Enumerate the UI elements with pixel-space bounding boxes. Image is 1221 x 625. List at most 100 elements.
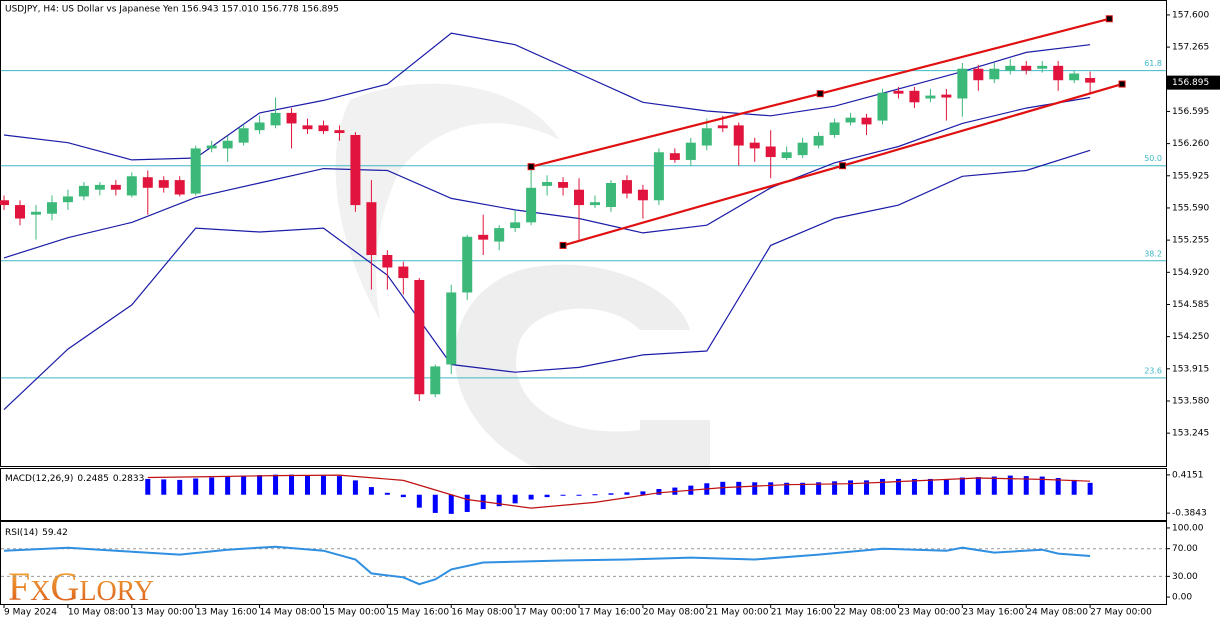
candle-body [941, 94, 952, 98]
candle-body [206, 145, 217, 149]
histogram-bar [720, 481, 726, 495]
candle-body [94, 184, 105, 190]
histogram-bar [943, 479, 949, 495]
x-tick-label: 13 May 00:00 [132, 608, 194, 618]
histogram-bar [193, 478, 199, 495]
candle-body [382, 255, 393, 268]
y-tick-label: 157.265 [1172, 43, 1209, 53]
histogram-bar [145, 478, 151, 495]
y-tick-label: -0.3843 [1172, 509, 1207, 519]
y-tick-label: 0.4151 [1172, 470, 1204, 480]
histogram-bar [1071, 479, 1077, 495]
x-tick-label: 27 May 00:00 [1090, 608, 1152, 618]
histogram-bar [576, 494, 582, 496]
candle-body [829, 122, 840, 135]
histogram-bar [784, 482, 790, 495]
y-tick-label: 155.590 [1172, 203, 1209, 213]
y-tick-label: 153.245 [1172, 429, 1209, 439]
logo: FxGlory [8, 564, 154, 609]
x-tick-label: 16 May 08:00 [451, 608, 513, 618]
indicator-label-part: 0.2833 [113, 474, 145, 484]
histogram-bar [1039, 476, 1045, 495]
indicator-label-part: 59.42 [42, 528, 68, 538]
candle-body [414, 279, 425, 395]
y-tick-label: 153.915 [1172, 364, 1209, 374]
fib-label: 38.2 [1144, 249, 1162, 258]
candle-body [222, 140, 233, 149]
y-tick-label: 154.250 [1172, 332, 1209, 342]
histogram-bar [879, 478, 885, 495]
x-tick-label: 9 May 2024 [4, 608, 57, 618]
candle-body [46, 202, 57, 214]
y-tick-label: 70.00 [1172, 544, 1198, 554]
fib-label: 61.8 [1144, 59, 1162, 68]
trend-anchor [1118, 80, 1126, 88]
x-tick-label: 15 May 16:00 [387, 608, 449, 618]
histogram-bar [257, 475, 263, 495]
candle-body [653, 152, 664, 201]
indicator-label-part: 0.2485 [77, 474, 109, 484]
candle-body [989, 68, 1000, 80]
trend-anchor [839, 162, 847, 170]
y-tick-label: 156.260 [1172, 139, 1209, 149]
histogram-bar [320, 475, 326, 495]
histogram-bar [975, 477, 981, 495]
candle-body [542, 182, 553, 186]
x-tick-label: 14 May 08:00 [260, 608, 322, 618]
candle-body [701, 128, 712, 146]
histogram-bar [225, 476, 231, 495]
trend-anchor [1105, 15, 1113, 23]
histogram-bar [305, 475, 311, 495]
x-tick-label: 23 May 16:00 [962, 608, 1024, 618]
histogram-bar [927, 478, 933, 495]
y-tick-label: 157.600 [1172, 10, 1209, 20]
candle-body [62, 196, 73, 203]
histogram-bar [816, 482, 822, 495]
candle-body [158, 180, 169, 188]
candle-body [605, 182, 616, 207]
histogram-bar [432, 494, 438, 513]
indicator-label-part: RSI(14) [5, 528, 38, 538]
price-tag-label: 156.895 [1172, 78, 1209, 88]
candle-body [350, 134, 361, 206]
histogram-bar [1055, 477, 1061, 495]
y-tick-label: 154.920 [1172, 268, 1209, 278]
histogram-bar [1087, 482, 1093, 495]
histogram-bar [768, 482, 774, 495]
histogram-bar [848, 480, 854, 495]
main-panel [0, 0, 1167, 467]
histogram-bar [400, 494, 406, 498]
y-tick-label: 0.00 [1172, 593, 1192, 603]
candle-body [526, 187, 537, 223]
candle-body [1021, 65, 1032, 71]
candle-body [15, 205, 26, 219]
candle-body [845, 117, 856, 123]
indicator-label: RSI(14) 59.42 [5, 528, 68, 538]
histogram-bar [161, 479, 167, 495]
histogram-bar [416, 494, 422, 508]
candle-body [1053, 65, 1064, 81]
candle-body [765, 146, 776, 158]
trend-anchor [816, 90, 824, 98]
x-tick-label: 13 May 16:00 [196, 608, 258, 618]
candle-body [398, 266, 409, 279]
x-tick-label: 17 May 16:00 [579, 608, 641, 618]
candle-body [30, 211, 41, 215]
candle-body [685, 142, 696, 160]
candle-body [190, 148, 201, 194]
candle-body [478, 234, 489, 240]
candle-body [0, 200, 10, 206]
candle-body [238, 128, 249, 143]
rsi-panel [0, 521, 1167, 605]
candle-body [430, 366, 441, 395]
fib-label: 23.6 [1144, 366, 1162, 375]
watermark [335, 83, 710, 470]
x-tick-label: 15 May 00:00 [323, 608, 385, 618]
candle-body [861, 117, 872, 125]
histogram-bar [608, 493, 614, 495]
indicator-label-part: MACD(12,26,9) [5, 474, 73, 484]
histogram-bar [864, 480, 870, 495]
signal-line [147, 474, 1091, 509]
histogram-bar [528, 494, 534, 500]
